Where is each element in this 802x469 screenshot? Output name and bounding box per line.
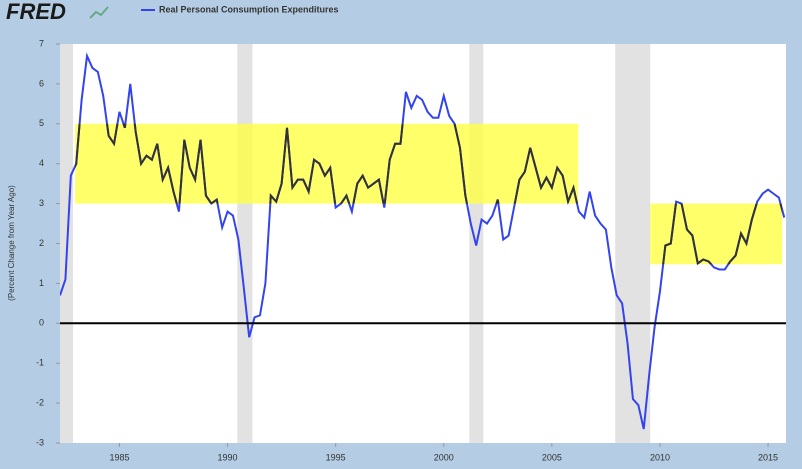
legend-label: Real Personal Consumption Expenditures bbox=[159, 4, 339, 14]
y-tick-label: -2 bbox=[36, 397, 44, 407]
logo-icon bbox=[89, 6, 109, 19]
x-tick-label: 2015 bbox=[758, 452, 778, 462]
logo: FRED bbox=[6, 0, 66, 24]
x-tick-label: 1985 bbox=[109, 452, 129, 462]
y-tick-label: 0 bbox=[39, 318, 44, 328]
y-tick-label: 5 bbox=[39, 118, 44, 128]
y-tick-label: 6 bbox=[39, 78, 44, 88]
y-tick-label: -1 bbox=[36, 358, 44, 368]
y-tick-label: 3 bbox=[39, 198, 44, 208]
y-tick-label: 7 bbox=[39, 38, 44, 48]
x-tick-label: 2005 bbox=[542, 452, 562, 462]
highlighted-line bbox=[75, 123, 783, 265]
highlight-band bbox=[650, 203, 783, 265]
y-tick-label: -3 bbox=[36, 437, 44, 447]
recession-shade bbox=[615, 44, 651, 443]
y-axis-label: (Percent Change from Year Ago) bbox=[7, 185, 16, 301]
y-tick-label: 1 bbox=[39, 278, 44, 288]
highlight-band bbox=[75, 123, 579, 204]
x-tick-label: 2010 bbox=[650, 452, 670, 462]
y-tick-label: 2 bbox=[39, 238, 44, 248]
y-tick-label: 4 bbox=[39, 158, 44, 168]
x-tick-label: 1995 bbox=[326, 452, 346, 462]
x-tick-label: 2000 bbox=[434, 452, 454, 462]
x-tick-label: 1990 bbox=[218, 452, 238, 462]
